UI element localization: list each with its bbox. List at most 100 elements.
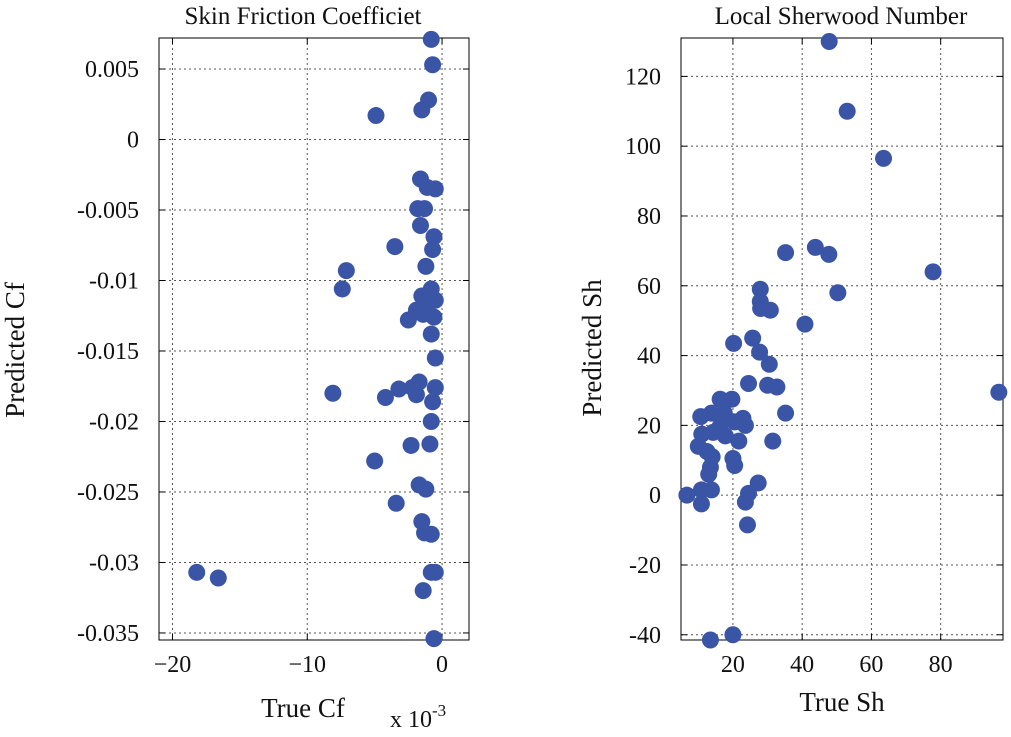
sherwood-data-point — [990, 383, 1008, 401]
skin-friction-data-point — [426, 379, 444, 397]
sherwood-data-point — [761, 301, 779, 319]
sherwood-data-point — [751, 280, 769, 298]
skin-friction-data-point — [324, 384, 342, 402]
sherwood-x-tick-label: 40 — [790, 652, 814, 678]
sherwood-data-point — [724, 626, 742, 644]
sherwood-data-point — [701, 631, 719, 649]
sherwood-y-tick-label: -40 — [629, 623, 661, 649]
sherwood-ticks: 20 40 60 80 120 100 80 60 40 20 0 -20 -40 — [625, 38, 1003, 678]
sherwood-data-point — [777, 404, 795, 422]
skin-friction-data-point — [402, 436, 420, 454]
sherwood-data-point — [738, 516, 756, 534]
sherwood-data-point — [764, 432, 782, 450]
sherwood-data-point — [829, 284, 847, 302]
skin-friction-x-exponent: x 10-3 — [390, 701, 446, 733]
sherwood-panel: Local Sherwood Number 20 40 60 80 120 100 80 60… — [577, 3, 1008, 717]
sherwood-x-tick-label: 60 — [859, 652, 883, 678]
skin-friction-y-tick-label: -0.03 — [89, 550, 139, 576]
skin-friction-data-point — [426, 563, 444, 581]
skin-friction-y-axis-label: Predicted Cf — [0, 282, 30, 418]
skin-friction-x-tick-label: −20 — [154, 652, 192, 678]
skin-friction-data-point — [367, 107, 385, 125]
skin-friction-y-tick-label: -0.005 — [77, 198, 139, 224]
sherwood-data-point — [736, 493, 754, 511]
sherwood-data-point — [768, 378, 786, 396]
sherwood-x-tick-label: 20 — [721, 652, 745, 678]
skin-friction-data-point — [366, 452, 384, 470]
skin-friction-data-point — [424, 393, 442, 411]
skin-friction-plot-frame — [158, 37, 470, 641]
sherwood-data-point — [730, 432, 748, 450]
skin-friction-grid — [159, 38, 469, 640]
sherwood-data-point — [725, 334, 743, 352]
sherwood-data-point — [806, 238, 824, 256]
skin-friction-data-point — [422, 525, 440, 543]
sherwood-y-tick-label: 120 — [625, 64, 661, 90]
exponent-base: x 10 — [390, 707, 432, 733]
sherwood-data-point — [711, 390, 729, 408]
sherwood-y-tick-label: 0 — [649, 483, 661, 509]
sherwood-data-point — [736, 416, 754, 434]
skin-friction-x-tick-label: −10 — [288, 652, 326, 678]
sherwood-data-point — [692, 408, 710, 426]
sherwood-data-point — [723, 390, 741, 408]
skin-friction-data-point — [426, 180, 444, 198]
skin-friction-data-point — [425, 228, 443, 246]
sherwood-y-tick-label: 20 — [637, 413, 661, 439]
skin-friction-title: Skin Friction Coefficiet — [184, 3, 421, 30]
sherwood-y-tick-label: 60 — [637, 274, 661, 300]
sherwood-data-point — [692, 495, 710, 513]
sherwood-y-axis-label: Predicted Sh — [577, 279, 607, 417]
skin-friction-x-axis-label: True Cf — [261, 693, 345, 723]
skin-friction-panel: Skin Friction Coefficiet −20 −10 0 0.005 0 -0… — [0, 3, 470, 733]
sherwood-data-point — [744, 329, 762, 347]
skin-friction-data-point — [416, 200, 434, 218]
sherwood-data-point — [751, 343, 769, 361]
skin-friction-points — [188, 30, 444, 648]
sherwood-points — [678, 32, 1008, 649]
skin-friction-y-tick-label: -0.015 — [77, 339, 139, 365]
skin-friction-data-point — [421, 435, 439, 453]
skin-friction-data-point — [390, 380, 408, 398]
sherwood-data-point — [820, 32, 838, 50]
sherwood-data-point — [924, 263, 942, 281]
sherwood-data-point — [820, 245, 838, 263]
skin-friction-data-point — [417, 480, 435, 498]
sherwood-y-tick-label: 80 — [637, 204, 661, 230]
sherwood-data-point — [875, 149, 893, 167]
skin-friction-data-point — [425, 630, 443, 648]
skin-friction-data-point — [417, 257, 435, 275]
skin-friction-y-tick-label: 0.005 — [85, 57, 139, 83]
sherwood-data-point — [726, 457, 744, 475]
sherwood-y-tick-label: 40 — [637, 344, 661, 370]
skin-friction-data-point — [387, 494, 405, 512]
sherwood-data-point — [760, 355, 778, 373]
skin-friction-data-point — [209, 569, 227, 587]
sherwood-x-tick-label: 80 — [929, 652, 953, 678]
skin-friction-data-point — [425, 308, 443, 326]
skin-friction-y-tick-label: -0.01 — [89, 268, 139, 294]
sherwood-data-point — [838, 102, 856, 120]
skin-friction-y-tick-label: -0.035 — [77, 621, 139, 647]
sherwood-title: Local Sherwood Number — [715, 3, 968, 30]
sherwood-y-tick-label: -20 — [629, 553, 661, 579]
skin-friction-data-point — [333, 280, 351, 298]
sherwood-y-tick-label: 100 — [625, 134, 661, 160]
sherwood-data-point — [700, 465, 718, 483]
sherwood-data-point — [777, 244, 795, 262]
skin-friction-y-tick-label: 0 — [127, 128, 139, 154]
sherwood-data-point — [796, 315, 814, 333]
skin-friction-data-point — [414, 582, 432, 600]
skin-friction-data-point — [424, 56, 442, 74]
skin-friction-x-tick-label: 0 — [436, 652, 448, 678]
skin-friction-data-point — [424, 240, 442, 258]
skin-friction-data-point — [376, 389, 394, 407]
skin-friction-ticks: −20 −10 0 0.005 0 -0.005 -0.01 -0.015 -0.02 -0.02… — [77, 38, 469, 678]
skin-friction-data-point — [386, 238, 404, 256]
skin-friction-data-point — [399, 311, 417, 329]
skin-friction-data-point — [411, 217, 429, 235]
skin-friction-data-point — [407, 386, 425, 404]
skin-friction-data-point — [422, 30, 440, 48]
sherwood-plot-frame — [680, 37, 1004, 641]
